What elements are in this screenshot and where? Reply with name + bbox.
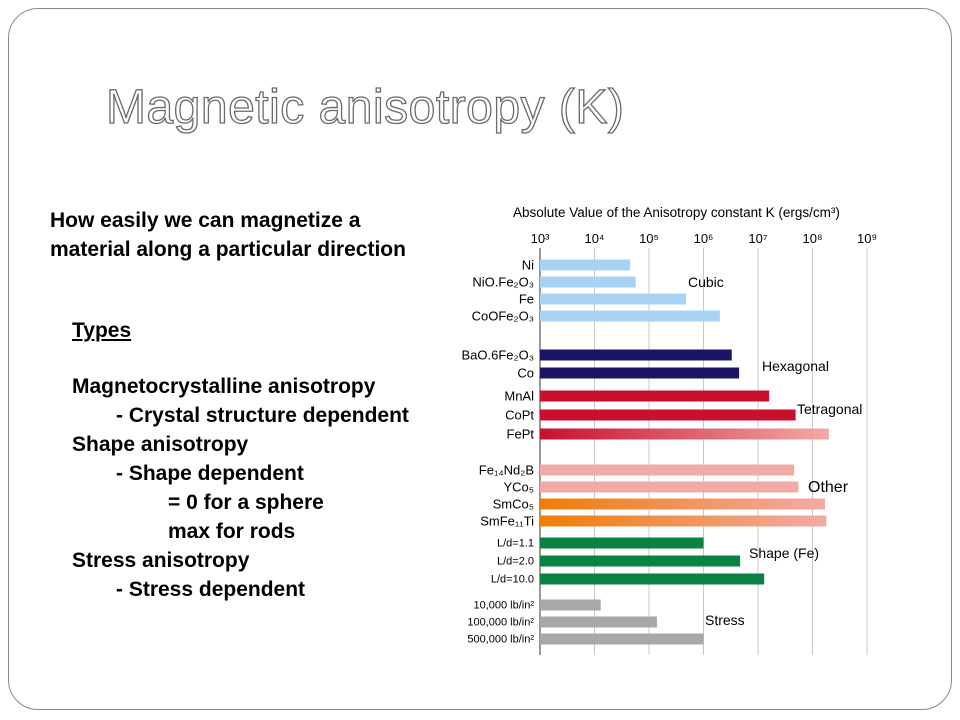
bar-label: L/d=2.0 [497, 556, 534, 568]
chart-title: Absolute Value of the Anisotropy constan… [513, 205, 840, 220]
bar [540, 616, 657, 628]
type-magnetocrystalline: Magnetocrystalline anisotropy [72, 375, 376, 398]
bar-label: MnAl [504, 389, 534, 404]
bar-label: 100,000 lb/in² [467, 617, 534, 629]
bar-label: BaO.6Fe₂O₃ [462, 348, 534, 363]
bar-label: 10,000 lb/in² [473, 600, 534, 612]
x-tick-label: 10⁹ [857, 231, 877, 246]
type-shape-detail: = 0 for a sphere [168, 491, 324, 514]
intro-line: How easily we can magnetize a [50, 209, 361, 232]
bar-label: Fe [519, 292, 534, 307]
type-magnetocrystalline-detail: - Crystal structure dependent [116, 404, 409, 427]
bar-label: Fe₁₄Nd₂B [479, 463, 534, 478]
bar-label: NiO.Fe₂O₃ [472, 275, 534, 290]
intro-text: How easily we can magnetize a material a… [50, 206, 450, 264]
intro-line: material along a particular direction [50, 238, 406, 261]
bar [540, 633, 704, 645]
bar-label: SmCo₅ [493, 497, 534, 512]
types-heading: Types [72, 319, 132, 342]
bar [540, 599, 601, 611]
x-tick-label: 10⁶ [694, 231, 714, 246]
bar-label: Co [517, 366, 534, 381]
type-stress: Stress anisotropy [72, 549, 250, 572]
bar [540, 349, 732, 361]
group-label: Shape (Fe) [749, 545, 819, 561]
x-tick-label: 10⁴ [584, 231, 604, 246]
bar [540, 498, 826, 510]
type-shape-detail: - Shape dependent [116, 462, 304, 485]
bar [540, 537, 704, 549]
group-label: Cubic [688, 274, 724, 290]
x-tick-label: 10⁸ [803, 231, 823, 246]
bar-label: 500,000 lb/in² [467, 634, 534, 646]
bar [540, 390, 770, 402]
bar-label: CoPt [505, 408, 534, 423]
slide-title: Magnetic anisotropy (K) [105, 80, 625, 134]
type-stress-detail: - Stress dependent [116, 578, 306, 601]
bar [540, 481, 799, 493]
group-label: Hexagonal [762, 358, 829, 374]
bar [540, 515, 827, 527]
slide-frame [8, 8, 952, 710]
bar-label: Ni [522, 258, 534, 273]
type-shape-detail: max for rods [168, 520, 296, 543]
group-label: Other [808, 479, 849, 496]
bar [540, 555, 741, 567]
bar-label: FePt [507, 427, 535, 442]
x-tick-label: 10⁵ [639, 231, 659, 246]
bar-label: L/d=10.0 [491, 574, 534, 586]
x-tick-label: 10³ [531, 231, 550, 246]
bar [540, 293, 687, 305]
group-label: Tetragonal [797, 401, 862, 417]
bar [540, 276, 636, 288]
bar [540, 573, 765, 585]
bar [540, 428, 829, 440]
group-label: Stress [705, 612, 745, 628]
x-tick-label: 10⁷ [748, 231, 767, 246]
bar [540, 367, 740, 379]
bar-label: L/d=1.1 [497, 538, 534, 550]
bar [540, 259, 631, 271]
bar-label: YCo₅ [503, 480, 534, 495]
bar-label: SmFe₁₁Ti [480, 514, 534, 529]
bar [540, 310, 720, 322]
bar-label: CoOFe₂O₃ [472, 309, 534, 324]
bar [540, 464, 795, 476]
bar [540, 409, 796, 421]
type-shape: Shape anisotropy [72, 433, 249, 456]
